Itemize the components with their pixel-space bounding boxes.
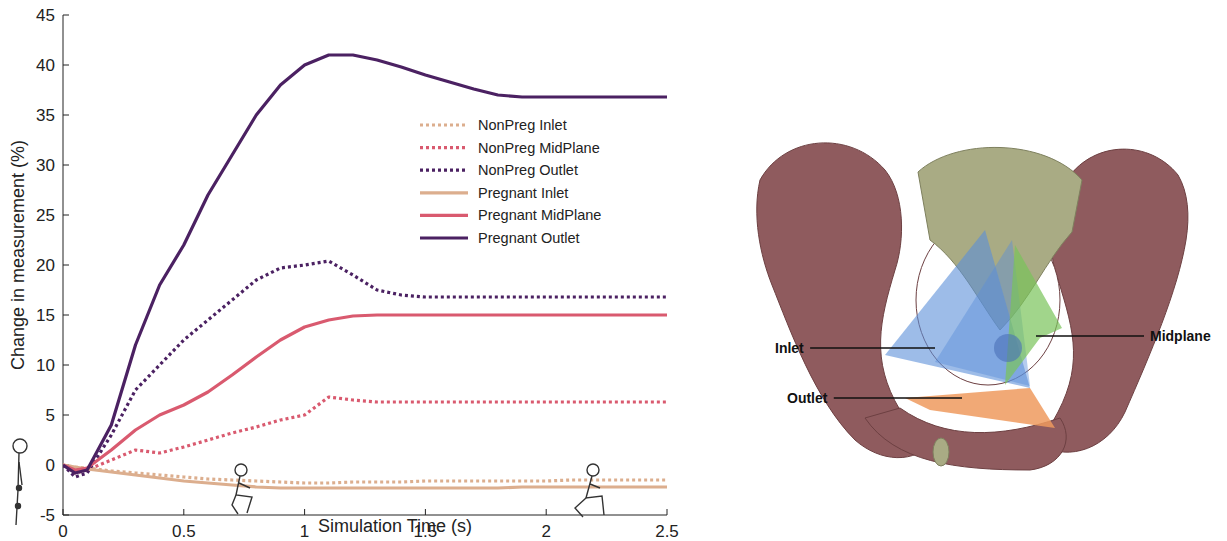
y-tick-label: 5 — [46, 406, 55, 425]
legend-label: NonPreg Inlet — [478, 117, 567, 133]
figure-head — [235, 464, 247, 476]
plot-area — [63, 55, 667, 488]
left-ilium — [757, 143, 935, 458]
legend: NonPreg Inlet NonPreg MidPlane NonPreg Out… — [420, 117, 601, 246]
midplane-marker — [994, 334, 1022, 362]
y-tick — [63, 265, 69, 266]
series-line — [63, 465, 667, 483]
figure-limb — [19, 462, 22, 485]
x-tick-label: 2.5 — [655, 522, 679, 541]
series-line — [63, 397, 667, 473]
y-tick — [63, 65, 69, 66]
legend-swatch — [420, 191, 468, 194]
legend-swatch — [420, 236, 468, 239]
figure-limb — [236, 476, 252, 513]
stick-figure — [232, 464, 252, 514]
series-line — [63, 261, 667, 477]
y-tick — [63, 115, 69, 116]
y-tick-label: 10 — [36, 356, 55, 375]
outlet-plane — [905, 388, 1055, 428]
x-tick — [425, 509, 426, 515]
figure-limb — [590, 484, 600, 488]
y-tick-label: 20 — [36, 256, 55, 275]
figure-joint — [17, 486, 22, 491]
y-tick-label: 30 — [36, 156, 55, 175]
figure-limb — [575, 498, 586, 517]
series-line — [63, 315, 667, 470]
diagram-label: Midplane — [1150, 328, 1211, 344]
y-tick-label: 45 — [36, 6, 55, 25]
legend-label: Pregnant MidPlane — [478, 207, 601, 223]
y-tick-label: 35 — [36, 106, 55, 125]
figure-head — [13, 439, 27, 453]
diagram-label: Outlet — [787, 390, 828, 406]
pelvis-diagram — [757, 143, 1188, 470]
y-tick — [63, 15, 69, 16]
figure-limb — [239, 483, 250, 488]
legend-label: NonPreg MidPlane — [478, 140, 600, 156]
y-tick — [63, 515, 69, 516]
figure-limb — [586, 476, 604, 515]
y-tick-label: -5 — [40, 506, 55, 525]
legend-swatch — [420, 146, 468, 149]
y-tick-label: 15 — [36, 306, 55, 325]
x-tick-label: 1 — [300, 522, 309, 541]
y-tick — [63, 165, 69, 166]
leader-line — [810, 347, 935, 349]
legend-swatch — [420, 169, 468, 172]
stick-figure — [13, 439, 27, 525]
series-line — [63, 55, 667, 473]
symphysis — [933, 438, 949, 466]
legend-swatch — [420, 214, 468, 217]
x-axis-title: Simulation Time (s) — [318, 516, 472, 536]
y-axis-title: Change in measurement (%) — [8, 140, 28, 370]
x-tick — [183, 509, 184, 515]
leader-line — [1036, 335, 1144, 337]
stick-figure — [575, 464, 604, 517]
y-tick-label: 0 — [46, 456, 55, 475]
page: -505101520253035404500.511.522.5Simulati… — [0, 0, 1227, 541]
x-tick — [546, 509, 547, 515]
y-tick-label: 40 — [36, 56, 55, 75]
x-tick — [63, 509, 64, 515]
y-tick — [63, 315, 69, 316]
legend-label: Pregnant Inlet — [478, 185, 568, 201]
diagram-label: Inlet — [775, 340, 804, 356]
leader-line — [834, 397, 962, 399]
midplane-plane — [1005, 245, 1062, 385]
y-tick-label: 25 — [36, 206, 55, 225]
legend-label: NonPreg Outlet — [478, 162, 578, 178]
x-tick-label: 0 — [58, 522, 67, 541]
x-tick — [304, 509, 305, 515]
x-tick — [667, 509, 668, 515]
figure-limb — [232, 495, 238, 514]
y-tick — [63, 365, 69, 366]
figure-joint — [16, 504, 21, 509]
x-tick-label: 2 — [541, 522, 550, 541]
legend-swatch — [420, 123, 468, 126]
legend-label: Pregnant Outlet — [478, 230, 580, 246]
x-tick-label: 0.5 — [172, 522, 196, 541]
y-tick — [63, 215, 69, 216]
figure-head — [587, 464, 599, 476]
series-line — [63, 465, 667, 488]
y-tick — [63, 415, 69, 416]
